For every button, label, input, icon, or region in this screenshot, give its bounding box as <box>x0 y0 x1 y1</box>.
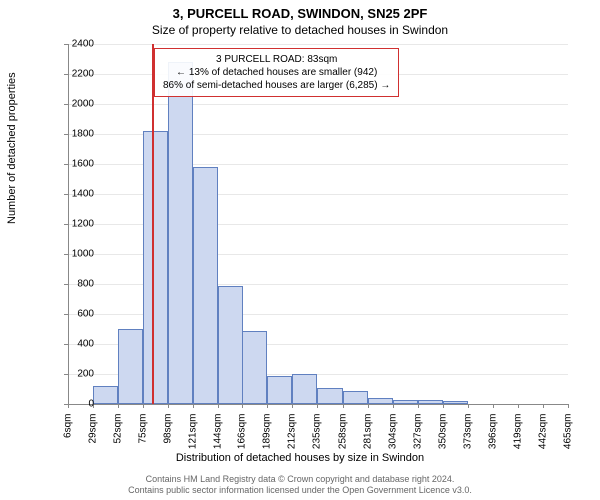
gridline <box>68 104 568 105</box>
ytick-label: 1800 <box>54 129 94 140</box>
plot-area: 3 PURCELL ROAD: 83sqm← 13% of detached h… <box>68 44 568 404</box>
xtick-label: 258sqm <box>337 414 348 454</box>
histogram-bar <box>93 386 118 404</box>
histogram-bar <box>317 388 342 405</box>
ytick-label: 200 <box>54 369 94 380</box>
chart-container: 3, PURCELL ROAD, SWINDON, SN25 2PF Size … <box>0 0 600 500</box>
histogram-bar <box>343 391 368 405</box>
histogram-bar <box>118 329 143 404</box>
ytick-label: 2400 <box>54 39 94 50</box>
footer: Contains HM Land Registry data © Crown c… <box>0 474 600 496</box>
annot-line1: 3 PURCELL ROAD: 83sqm <box>163 53 390 66</box>
x-axis <box>68 404 568 405</box>
title-sub: Size of property relative to detached ho… <box>0 21 600 37</box>
ytick-label: 2200 <box>54 69 94 80</box>
histogram-bar <box>242 331 267 405</box>
histogram-bar <box>292 374 317 404</box>
xtick-label: 144sqm <box>213 414 224 454</box>
histogram-bar <box>267 376 292 405</box>
xtick-label: 327sqm <box>412 414 423 454</box>
xtick-label: 29sqm <box>88 414 99 454</box>
xtick-label: 121sqm <box>188 414 199 454</box>
ytick-label: 600 <box>54 309 94 320</box>
annot-line3: 86% of semi-detached houses are larger (… <box>163 79 390 92</box>
title-main: 3, PURCELL ROAD, SWINDON, SN25 2PF <box>0 0 600 21</box>
reference-line <box>152 44 154 404</box>
xtick-label: 98sqm <box>163 414 174 454</box>
histogram-bar <box>193 167 218 404</box>
xtick-label: 235sqm <box>312 414 323 454</box>
ytick-label: 2000 <box>54 99 94 110</box>
footer-line2: Contains public sector information licen… <box>0 485 600 496</box>
xtick-label: 75sqm <box>138 414 149 454</box>
xtick-label: 281sqm <box>362 414 373 454</box>
gridline <box>68 44 568 45</box>
histogram-bar <box>143 131 168 404</box>
ytick-label: 800 <box>54 279 94 290</box>
xtick-label: 166sqm <box>237 414 248 454</box>
xtick-label: 396sqm <box>487 414 498 454</box>
ytick-label: 1400 <box>54 189 94 200</box>
ytick-label: 1000 <box>54 249 94 260</box>
xtick-label: 465sqm <box>563 414 574 454</box>
y-axis-label: Number of detached properties <box>6 72 18 224</box>
ytick-label: 0 <box>54 399 94 410</box>
ytick-label: 400 <box>54 339 94 350</box>
xtick-label: 6sqm <box>63 414 74 454</box>
xtick-label: 442sqm <box>537 414 548 454</box>
xtick-label: 373sqm <box>462 414 473 454</box>
x-axis-label: Distribution of detached houses by size … <box>0 452 600 464</box>
annotation-box: 3 PURCELL ROAD: 83sqm← 13% of detached h… <box>154 48 399 97</box>
histogram-bar <box>218 286 243 405</box>
xtick-label: 419sqm <box>512 414 523 454</box>
histogram-bar <box>168 62 193 404</box>
xtick-label: 212sqm <box>287 414 298 454</box>
xtick-label: 304sqm <box>387 414 398 454</box>
annot-line2: ← 13% of detached houses are smaller (94… <box>163 66 390 79</box>
ytick-label: 1200 <box>54 219 94 230</box>
footer-line1: Contains HM Land Registry data © Crown c… <box>0 474 600 485</box>
ytick-label: 1600 <box>54 159 94 170</box>
xtick-label: 350sqm <box>437 414 448 454</box>
xtick-label: 52sqm <box>113 414 124 454</box>
xtick-label: 189sqm <box>262 414 273 454</box>
